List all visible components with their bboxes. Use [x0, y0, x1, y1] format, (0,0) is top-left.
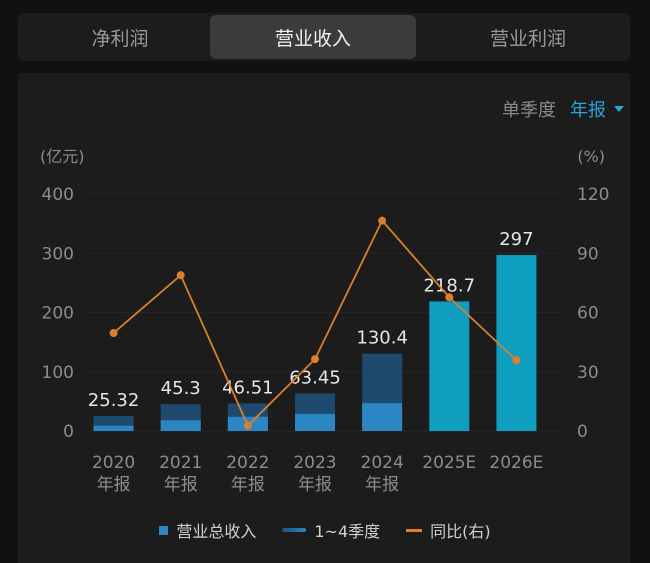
bar-forecast [496, 255, 537, 431]
bar-quarter-segment [362, 403, 403, 431]
chevron-down-icon[interactable] [614, 106, 624, 112]
legend-item-yoy[interactable]: 同比(右) [406, 518, 491, 542]
legend-square-icon [159, 525, 169, 535]
bar-quarter-segment [295, 413, 335, 431]
yoy-point [378, 216, 387, 225]
tab-net-profit[interactable]: 净利润 [91, 27, 149, 50]
category-sublabel: 年报 [164, 475, 198, 495]
yoy-point [243, 421, 252, 430]
left-tick-label: 400 [42, 185, 74, 205]
legend-bar-icon [282, 528, 307, 532]
chart-legend: 营业总收入 1~4季度 同比(右) [0, 518, 650, 542]
right-tick-label: 60 [577, 304, 599, 324]
legend-label-yoy: 同比(右) [430, 522, 491, 541]
bar-value-label: 218.7 [424, 275, 476, 296]
right-tick-label: 90 [577, 244, 599, 264]
category-sublabel: 年报 [231, 475, 265, 495]
legend-item-total[interactable]: 营业总收入 [159, 518, 256, 542]
right-axis-unit: (%) [577, 147, 605, 166]
right-tick-label: 120 [577, 185, 609, 205]
category-sublabel: 年报 [298, 475, 332, 495]
bar-value-label: 45.3 [161, 378, 201, 399]
category-label: 2022 [226, 453, 269, 473]
category-label: 2025E [422, 453, 476, 473]
yoy-point [109, 329, 118, 338]
bar-forecast [429, 301, 470, 431]
category-label: 2024 [361, 453, 404, 473]
period-quarter-option[interactable]: 单季度 [502, 100, 556, 121]
yoy-point [445, 293, 454, 302]
legend-label-quarters: 1~4季度 [314, 522, 381, 541]
left-axis-unit: (亿元) [40, 147, 85, 166]
metric-tabs: 净利润 营业收入 营业利润 [18, 13, 630, 61]
yoy-point [311, 355, 319, 364]
legend-line-icon [406, 528, 423, 532]
category-sublabel: 年报 [97, 475, 131, 495]
left-tick-label: 200 [42, 304, 74, 324]
yoy-point [512, 356, 521, 365]
yoy-point [176, 271, 185, 280]
category-label: 2020 [92, 453, 135, 473]
category-sublabel: 年报 [365, 475, 399, 495]
bar-value-label: 25.32 [88, 390, 140, 411]
right-tick-label: 0 [577, 422, 588, 442]
legend-item-quarters[interactable]: 1~4季度 [282, 518, 380, 542]
left-tick-label: 100 [42, 363, 74, 383]
tab-operating-profit[interactable]: 营业利润 [489, 27, 566, 50]
category-label: 2021 [159, 453, 202, 473]
bar-value-label: 130.4 [356, 328, 408, 349]
bar-quarter-segment [160, 420, 201, 431]
legend-label-total: 营业总收入 [176, 522, 257, 541]
period-annual-option[interactable]: 年报 [570, 100, 606, 121]
category-label: 2023 [293, 453, 336, 473]
category-label: 2026E [489, 453, 543, 473]
left-tick-label: 300 [42, 244, 74, 264]
period-selector: 单季度 年报 [502, 96, 624, 122]
right-tick-label: 30 [577, 363, 599, 383]
bar-value-label: 46.51 [222, 377, 274, 398]
tab-operating-revenue[interactable]: 营业收入 [210, 15, 416, 59]
bar-quarter-segment [93, 425, 134, 431]
bar-value-label: 297 [499, 229, 533, 250]
left-tick-label: 0 [63, 422, 74, 442]
